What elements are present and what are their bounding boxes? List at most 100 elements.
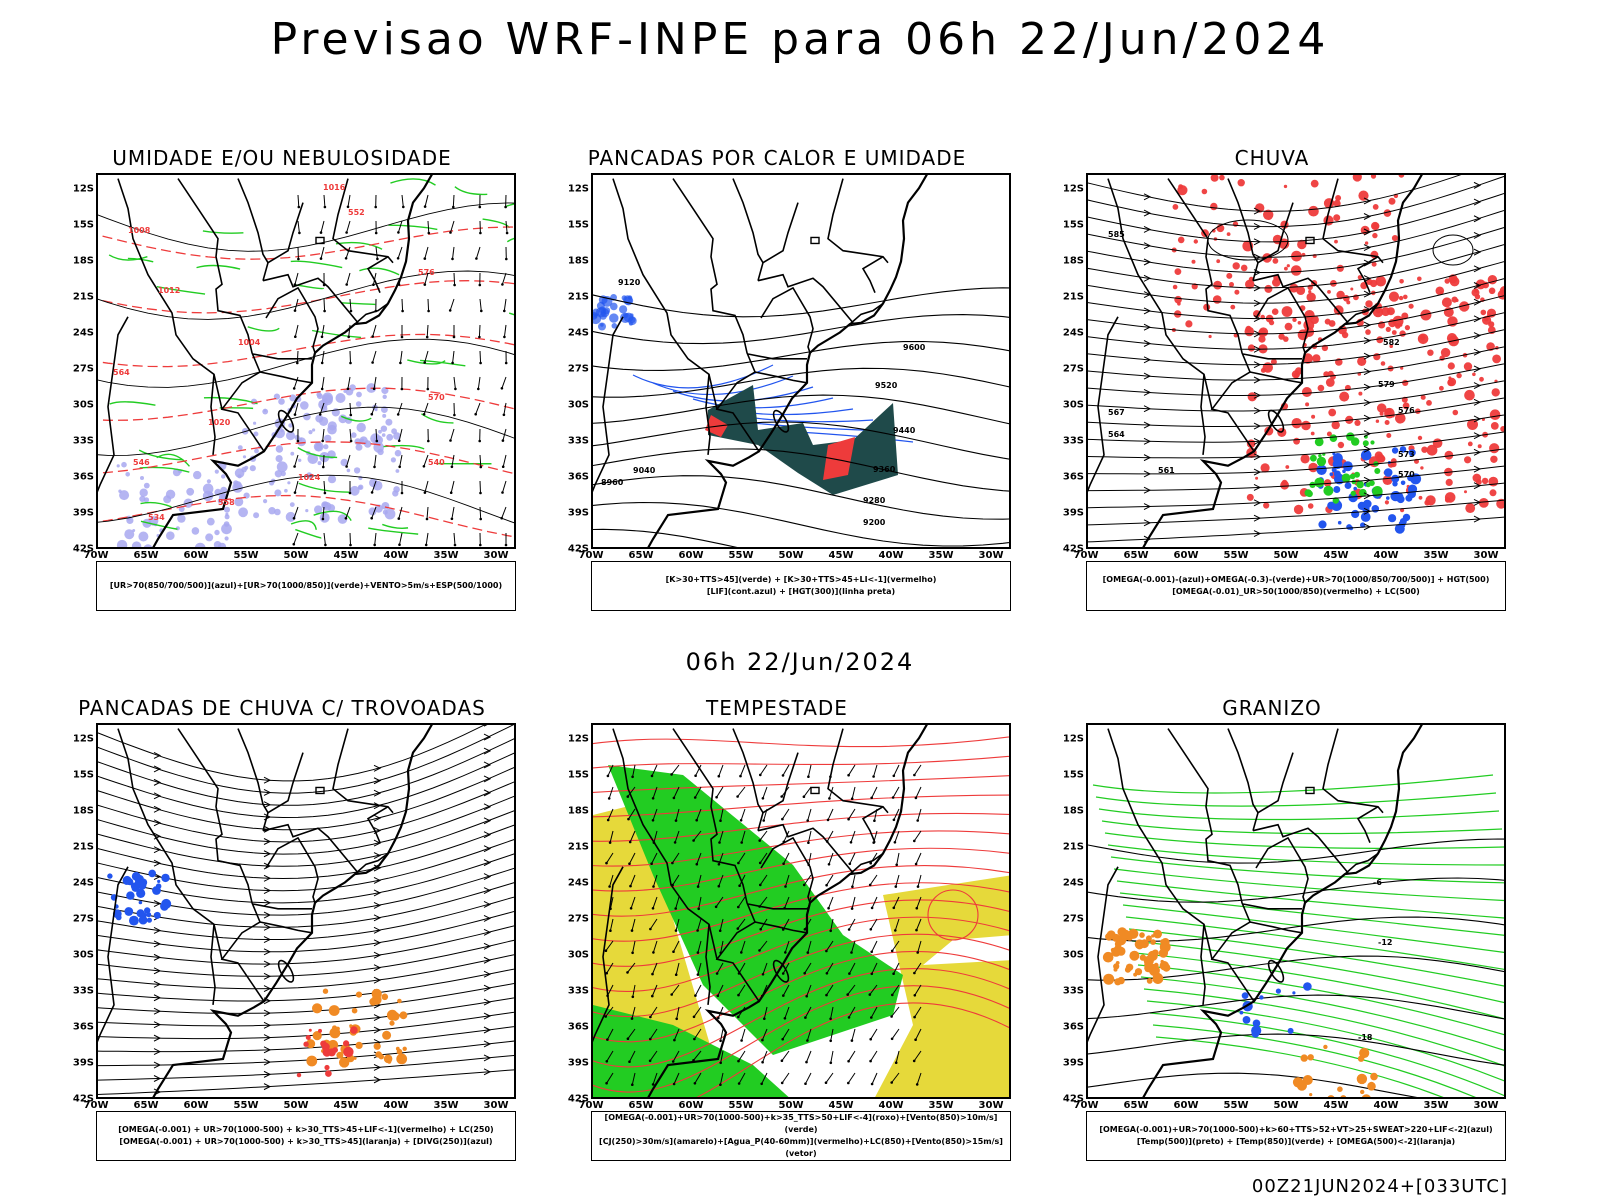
wind-vector-head bbox=[649, 927, 652, 931]
wind-vector-head bbox=[427, 439, 430, 443]
wind-vector bbox=[893, 896, 900, 909]
wind-vector-head bbox=[782, 862, 785, 865]
stream-arrowhead bbox=[1253, 238, 1262, 246]
rain-red-area bbox=[1382, 475, 1393, 485]
wind-vector bbox=[349, 298, 352, 312]
stream-arrowhead bbox=[483, 725, 488, 727]
humidity-blue-area bbox=[351, 432, 357, 438]
thickness-contour bbox=[98, 387, 514, 421]
contour-label: 585 bbox=[1108, 230, 1125, 239]
lc-850-red-streamline bbox=[593, 933, 1009, 1018]
stream-arrowhead bbox=[1363, 492, 1372, 500]
stream-arrowhead bbox=[263, 862, 272, 870]
lat-tick-label: 18S bbox=[567, 805, 589, 817]
pressure-contour bbox=[98, 474, 514, 524]
wind-vector-head bbox=[474, 412, 478, 416]
state-border bbox=[1227, 728, 1259, 814]
thunder-orange-area bbox=[369, 997, 378, 1006]
humidity-blue-area bbox=[305, 509, 309, 513]
state-border bbox=[1242, 903, 1302, 910]
rain-red-area bbox=[1488, 287, 1496, 295]
wind-vector bbox=[674, 830, 680, 843]
wind-vector bbox=[398, 506, 403, 519]
map-frame bbox=[96, 723, 516, 1099]
temp-850-green-contour bbox=[1137, 964, 1504, 1036]
state-border bbox=[1356, 256, 1379, 294]
wind-vector bbox=[870, 1028, 878, 1040]
rain-red-area bbox=[1371, 221, 1380, 231]
rain-red-area bbox=[1230, 304, 1236, 310]
rain-red-area bbox=[1310, 431, 1315, 436]
humidity-blue-area bbox=[166, 531, 175, 540]
jet-yellow-area bbox=[875, 875, 1009, 1097]
rain-red-area bbox=[1280, 480, 1289, 490]
wind-vector bbox=[294, 480, 299, 493]
humidity-blue-area bbox=[327, 504, 336, 512]
lc-850-red-streamline bbox=[593, 899, 1009, 967]
wind-vector bbox=[503, 324, 507, 337]
wind-vector bbox=[505, 220, 508, 234]
wind-vector-head bbox=[673, 841, 677, 844]
lon-tick-label: 30W bbox=[483, 1100, 509, 1111]
wind-vector-head bbox=[451, 257, 454, 261]
lat-tick-label: 36S bbox=[72, 471, 94, 483]
rain-red-area bbox=[1208, 334, 1212, 339]
wind-vector-head bbox=[671, 861, 674, 865]
wind-vector-head bbox=[298, 231, 301, 235]
wind-vector-head bbox=[631, 1083, 634, 1086]
stream-arrowhead bbox=[1363, 259, 1372, 267]
wind-vector bbox=[451, 454, 455, 467]
rain-red-area bbox=[1237, 179, 1245, 187]
rain-red-area bbox=[1500, 426, 1504, 432]
stream-arrowhead bbox=[483, 914, 492, 922]
humidity-blue-area bbox=[280, 429, 284, 433]
wind-vector-head bbox=[608, 885, 611, 888]
wind-vector bbox=[479, 350, 482, 364]
lon-tick-label: 40W bbox=[383, 1100, 409, 1111]
wind-vector-head bbox=[503, 335, 506, 339]
rain-red-area bbox=[1371, 261, 1377, 267]
lat-tick-label: 21S bbox=[1062, 291, 1084, 303]
wind-vector-head bbox=[670, 993, 673, 996]
wind-vector-head bbox=[807, 841, 810, 844]
humidity-blue-area bbox=[242, 455, 247, 459]
pressure-contour bbox=[98, 406, 514, 456]
wind-vector-head bbox=[652, 951, 655, 954]
wind-vector bbox=[427, 298, 430, 312]
lc-850-red-streamline bbox=[593, 812, 1009, 842]
humidity-blue-area bbox=[390, 457, 396, 463]
stream-arrowhead bbox=[483, 789, 492, 797]
stream-arrowhead bbox=[153, 1075, 162, 1082]
wind-vector bbox=[807, 808, 812, 821]
wind-vector-head bbox=[759, 927, 762, 931]
rain-red-area bbox=[1310, 179, 1319, 188]
wind-vector bbox=[605, 940, 614, 951]
omega-blue-area bbox=[1407, 489, 1416, 499]
wind-vector-head bbox=[761, 973, 765, 976]
panel-title: PANCADAS DE CHUVA C/ TROVOADAS bbox=[78, 696, 486, 720]
humidity-blue-area bbox=[253, 512, 260, 519]
map-frame: 585 582 579 576 573 570 567 564 561 bbox=[1086, 173, 1506, 549]
rain-red-area bbox=[1420, 394, 1426, 400]
omega-green-area bbox=[1370, 440, 1375, 445]
rain-red-area bbox=[1378, 455, 1386, 463]
wind-vector-head bbox=[607, 797, 611, 800]
legend-line: [K>30+TTS>45](verde) + [K>30+TTS>45+LI<-… bbox=[665, 575, 937, 584]
stream-arrowhead bbox=[373, 926, 382, 934]
state-border bbox=[672, 728, 760, 1002]
lat-tick-label: 15S bbox=[1062, 769, 1084, 781]
lat-tick-label: 21S bbox=[567, 291, 589, 303]
coastline bbox=[1142, 725, 1423, 1097]
wind-vector bbox=[720, 1050, 724, 1063]
rain-red-area bbox=[1445, 478, 1453, 486]
omega-orange-area bbox=[1117, 976, 1125, 985]
wind-vector-head bbox=[630, 929, 634, 932]
omega-green-area bbox=[1362, 440, 1369, 447]
lat-tick-label: 24S bbox=[567, 877, 589, 889]
humidity-blue-area bbox=[323, 444, 329, 450]
wind-vector-head bbox=[453, 283, 456, 287]
stream-arrowhead bbox=[1473, 315, 1482, 323]
rain-red-area bbox=[1464, 389, 1475, 401]
stream-arrowhead bbox=[1143, 307, 1152, 315]
omega-orange-area bbox=[1146, 978, 1153, 984]
